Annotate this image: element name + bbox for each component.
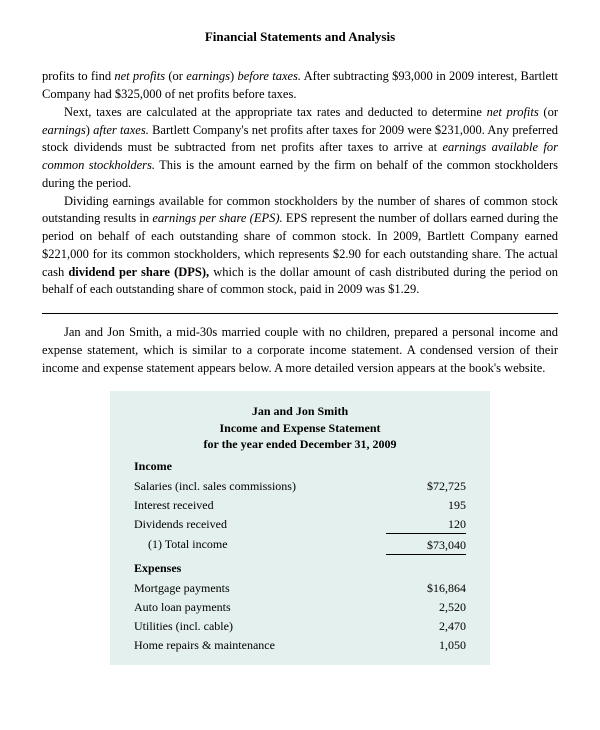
p1-i3: before taxes. (237, 69, 301, 83)
p2-i2: earnings (42, 123, 86, 137)
table-row-total: (1) Total income $73,040 (134, 535, 466, 556)
p1-lead: profits to find (42, 69, 114, 83)
p3-i1: earnings per share (EPS). (152, 211, 282, 225)
row-label: Auto loan payments (134, 599, 386, 616)
row-value: 120 (386, 516, 466, 534)
p3-b1: dividend per share (DPS), (68, 265, 209, 279)
divider (42, 313, 558, 314)
p1-i2: earnings (186, 69, 230, 83)
table-row: Dividends received 120 (134, 515, 466, 535)
paragraph-2: Next, taxes are calculated at the approp… (42, 104, 558, 193)
body-text: profits to find net profits (or earnings… (42, 68, 558, 299)
table-row: Home repairs & maintenance 1,050 (134, 636, 466, 655)
stmt-title-l1: Jan and Jon Smith (252, 404, 348, 418)
example-intro: Jan and Jon Smith, a mid-30s married cou… (42, 324, 558, 377)
p2-t1: (or (539, 105, 558, 119)
table-row: Utilities (incl. cable) 2,470 (134, 617, 466, 636)
row-label: Home repairs & maintenance (134, 637, 386, 654)
example-text: Jan and Jon Smith, a mid-30s married cou… (42, 324, 558, 377)
row-label: Interest received (134, 497, 386, 514)
row-label: Salaries (incl. sales commissions) (134, 478, 386, 495)
stmt-title-l3: for the year ended December 31, 2009 (204, 437, 397, 451)
paragraph-3: Dividing earnings available for common s… (42, 193, 558, 300)
row-label: Mortgage payments (134, 580, 386, 597)
p2-lead: Next, taxes are calculated at the approp… (64, 105, 487, 119)
page-title: Financial Statements and Analysis (42, 28, 558, 46)
row-value: 1,050 (386, 637, 466, 654)
income-statement: Jan and Jon Smith Income and Expense Sta… (110, 391, 490, 665)
statement-title: Jan and Jon Smith Income and Expense Sta… (134, 403, 466, 452)
paragraph-1: profits to find net profits (or earnings… (42, 68, 558, 104)
row-value: 2,520 (386, 599, 466, 616)
row-value: $73,040 (386, 536, 466, 555)
p1-t1: (or (165, 69, 186, 83)
table-row: Mortgage payments $16,864 (134, 579, 466, 598)
row-label: Dividends received (134, 516, 386, 534)
table-row: Auto loan payments 2,520 (134, 598, 466, 617)
income-label: Income (134, 458, 466, 475)
p2-i1: net profits (487, 105, 539, 119)
row-value: $16,864 (386, 580, 466, 597)
table-row: Interest received 195 (134, 496, 466, 515)
p2-i3: after taxes. (93, 123, 149, 137)
row-value: 195 (386, 497, 466, 514)
table-row: Salaries (incl. sales commissions) $72,7… (134, 477, 466, 496)
p1-i1: net profits (114, 69, 165, 83)
expenses-label: Expenses (134, 560, 466, 577)
row-label: Utilities (incl. cable) (134, 618, 386, 635)
stmt-title-l2: Income and Expense Statement (220, 421, 381, 435)
row-value: $72,725 (386, 478, 466, 495)
row-label: (1) Total income (134, 536, 386, 555)
row-value: 2,470 (386, 618, 466, 635)
